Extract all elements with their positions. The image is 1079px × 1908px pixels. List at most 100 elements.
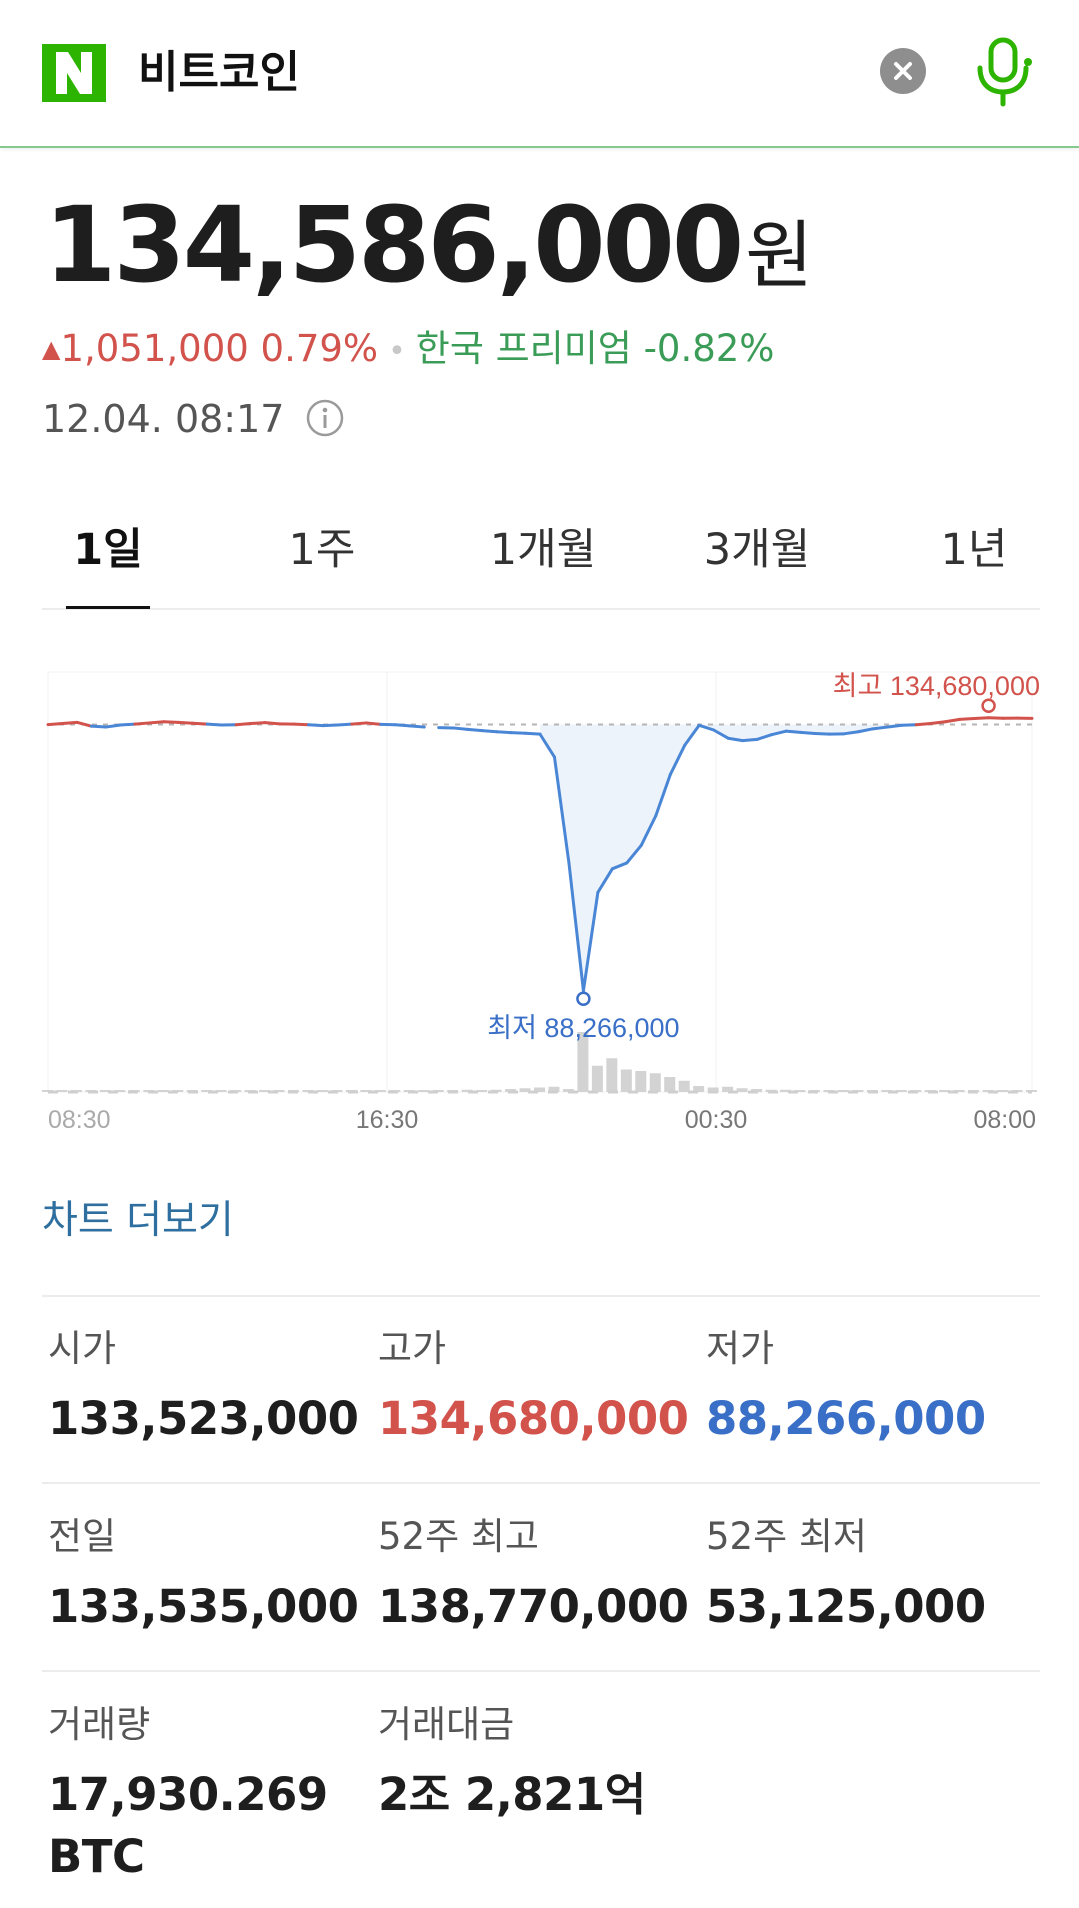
stat-52w-low: 52주 최저 53,125,000 [706, 1514, 1036, 1636]
volume-bar [693, 1086, 705, 1092]
change-percent: 0.79% [260, 327, 379, 370]
quote-timestamp: 12.04. 08:17 [42, 396, 345, 448]
price-line-segment [60, 720, 79, 726]
close-icon [894, 62, 912, 80]
volume-bar [620, 1069, 632, 1092]
volume-bar [591, 1065, 603, 1092]
price-line-segment [842, 730, 860, 736]
stat-value: 134,680,000 [378, 1392, 689, 1445]
volume-bar [432, 1090, 444, 1092]
price-line-segment [133, 721, 151, 726]
price-line-segment [46, 722, 64, 727]
change-amount: 1,051,000 [60, 327, 249, 370]
stat-value: 133,535,000 [48, 1580, 359, 1633]
search-bar: 비트코인 [0, 0, 1079, 148]
divider [42, 1482, 1040, 1484]
volume-bar [99, 1090, 111, 1092]
price-line-segment [335, 722, 354, 727]
volume-bar [273, 1090, 285, 1092]
volume-bar [606, 1058, 618, 1092]
volume-bar [476, 1090, 488, 1092]
volume-bar [635, 1071, 647, 1092]
price-line-segment [972, 716, 991, 721]
price-line-segment [147, 720, 166, 725]
price-line-segment [75, 720, 93, 728]
current-price: 134,586,000원 [44, 190, 813, 311]
price-chart[interactable]: 최고 134,680,000 최저 88,266,000 08:30 16:30… [40, 650, 1040, 1150]
tab-1week[interactable]: 1주 [288, 525, 356, 575]
volume-bar [895, 1090, 907, 1092]
stat-volume: 거래량 17,930.269 BTC [48, 1702, 378, 1886]
info-icon[interactable] [305, 398, 345, 448]
low-marker [576, 991, 591, 1007]
price-line-segment [480, 729, 499, 734]
price-line-segment [176, 720, 195, 725]
volume-bar [302, 1090, 314, 1092]
price-line-segment [89, 724, 108, 729]
x-tick-label: 00:30 [685, 1106, 748, 1134]
price-line-segment [813, 732, 831, 736]
more-chart-link[interactable]: 차트 더보기 [42, 1198, 234, 1243]
price-line-segment [683, 723, 701, 747]
price-line-segment [755, 733, 774, 741]
price-line-segment [292, 722, 310, 727]
price-line-segment [408, 724, 426, 729]
volume-bar [953, 1090, 965, 1092]
stat-label: 52주 최저 [706, 1515, 867, 1558]
search-query-text[interactable]: 비트코인 [138, 47, 300, 98]
naver-logo[interactable] [42, 44, 106, 102]
price-line-segment [770, 729, 788, 737]
price-line-segment [914, 722, 933, 727]
stat-value: 2조 2,821억 [378, 1768, 646, 1821]
stat-label: 전일 [48, 1515, 117, 1558]
stat-52w-high: 52주 최고 138,770,000 [378, 1514, 708, 1636]
price-change-row: ▲1,051,000 0.79% • 한국 프리미엄 -0.82% [42, 326, 774, 375]
clear-search-button[interactable] [880, 48, 926, 94]
volume-bar [780, 1089, 791, 1092]
price-line-segment [364, 721, 383, 726]
volume-bar [259, 1090, 271, 1092]
price-line-segment [524, 731, 542, 736]
price-line-segment [495, 730, 513, 735]
tab-3month[interactable]: 3개월 [703, 525, 811, 575]
price-line-segment [205, 722, 224, 727]
divider [42, 1670, 1040, 1672]
stat-value: 17,930.269 [48, 1768, 328, 1821]
stat-high: 고가 134,680,000 [378, 1326, 708, 1448]
stat-low: 저가 88,266,000 [706, 1326, 1036, 1448]
volume-bar [678, 1080, 690, 1092]
chart-svg: 최고 134,680,000 최저 88,266,000 08:30 16:30… [42, 671, 1040, 1134]
volume-bar [881, 1090, 893, 1092]
stat-value-unit: BTC [48, 1830, 145, 1883]
price-line-segment [798, 730, 817, 736]
drawdown-area [540, 724, 931, 991]
price-line-segment [393, 723, 412, 728]
stat-label: 거래대금 [378, 1703, 515, 1746]
volume-bar [519, 1088, 531, 1092]
price-line-segment [451, 726, 470, 731]
price-line-segment [263, 721, 282, 726]
tab-1day[interactable]: 1일 [66, 510, 150, 609]
tab-1month[interactable]: 1개월 [489, 525, 597, 575]
period-tabs: 1일 1주 1개월 3개월 1년 [42, 510, 1040, 610]
stat-label: 고가 [378, 1327, 447, 1370]
separator-dot: • [388, 334, 406, 369]
tab-1year[interactable]: 1년 [940, 525, 1008, 575]
x-tick-label: 16:30 [356, 1106, 419, 1134]
price-line-segment [654, 773, 672, 818]
volume-bar [157, 1090, 169, 1092]
volume-bar [939, 1090, 951, 1092]
stat-trade-amount: 거래대금 2조 2,821억 [378, 1702, 708, 1824]
volume-bar [794, 1090, 806, 1092]
price-line-segment [625, 843, 643, 865]
price-line-segment [784, 729, 802, 734]
price-line-segment [610, 861, 629, 871]
price-line-segment [162, 720, 180, 724]
voice-search-button[interactable] [972, 36, 1034, 108]
price-line-segment [885, 723, 904, 729]
stat-label: 시가 [48, 1327, 117, 1370]
stat-value: 133,523,000 [48, 1392, 359, 1445]
price-line-segment [466, 727, 484, 733]
high-marker [981, 698, 996, 714]
price-line-segment [321, 723, 339, 728]
